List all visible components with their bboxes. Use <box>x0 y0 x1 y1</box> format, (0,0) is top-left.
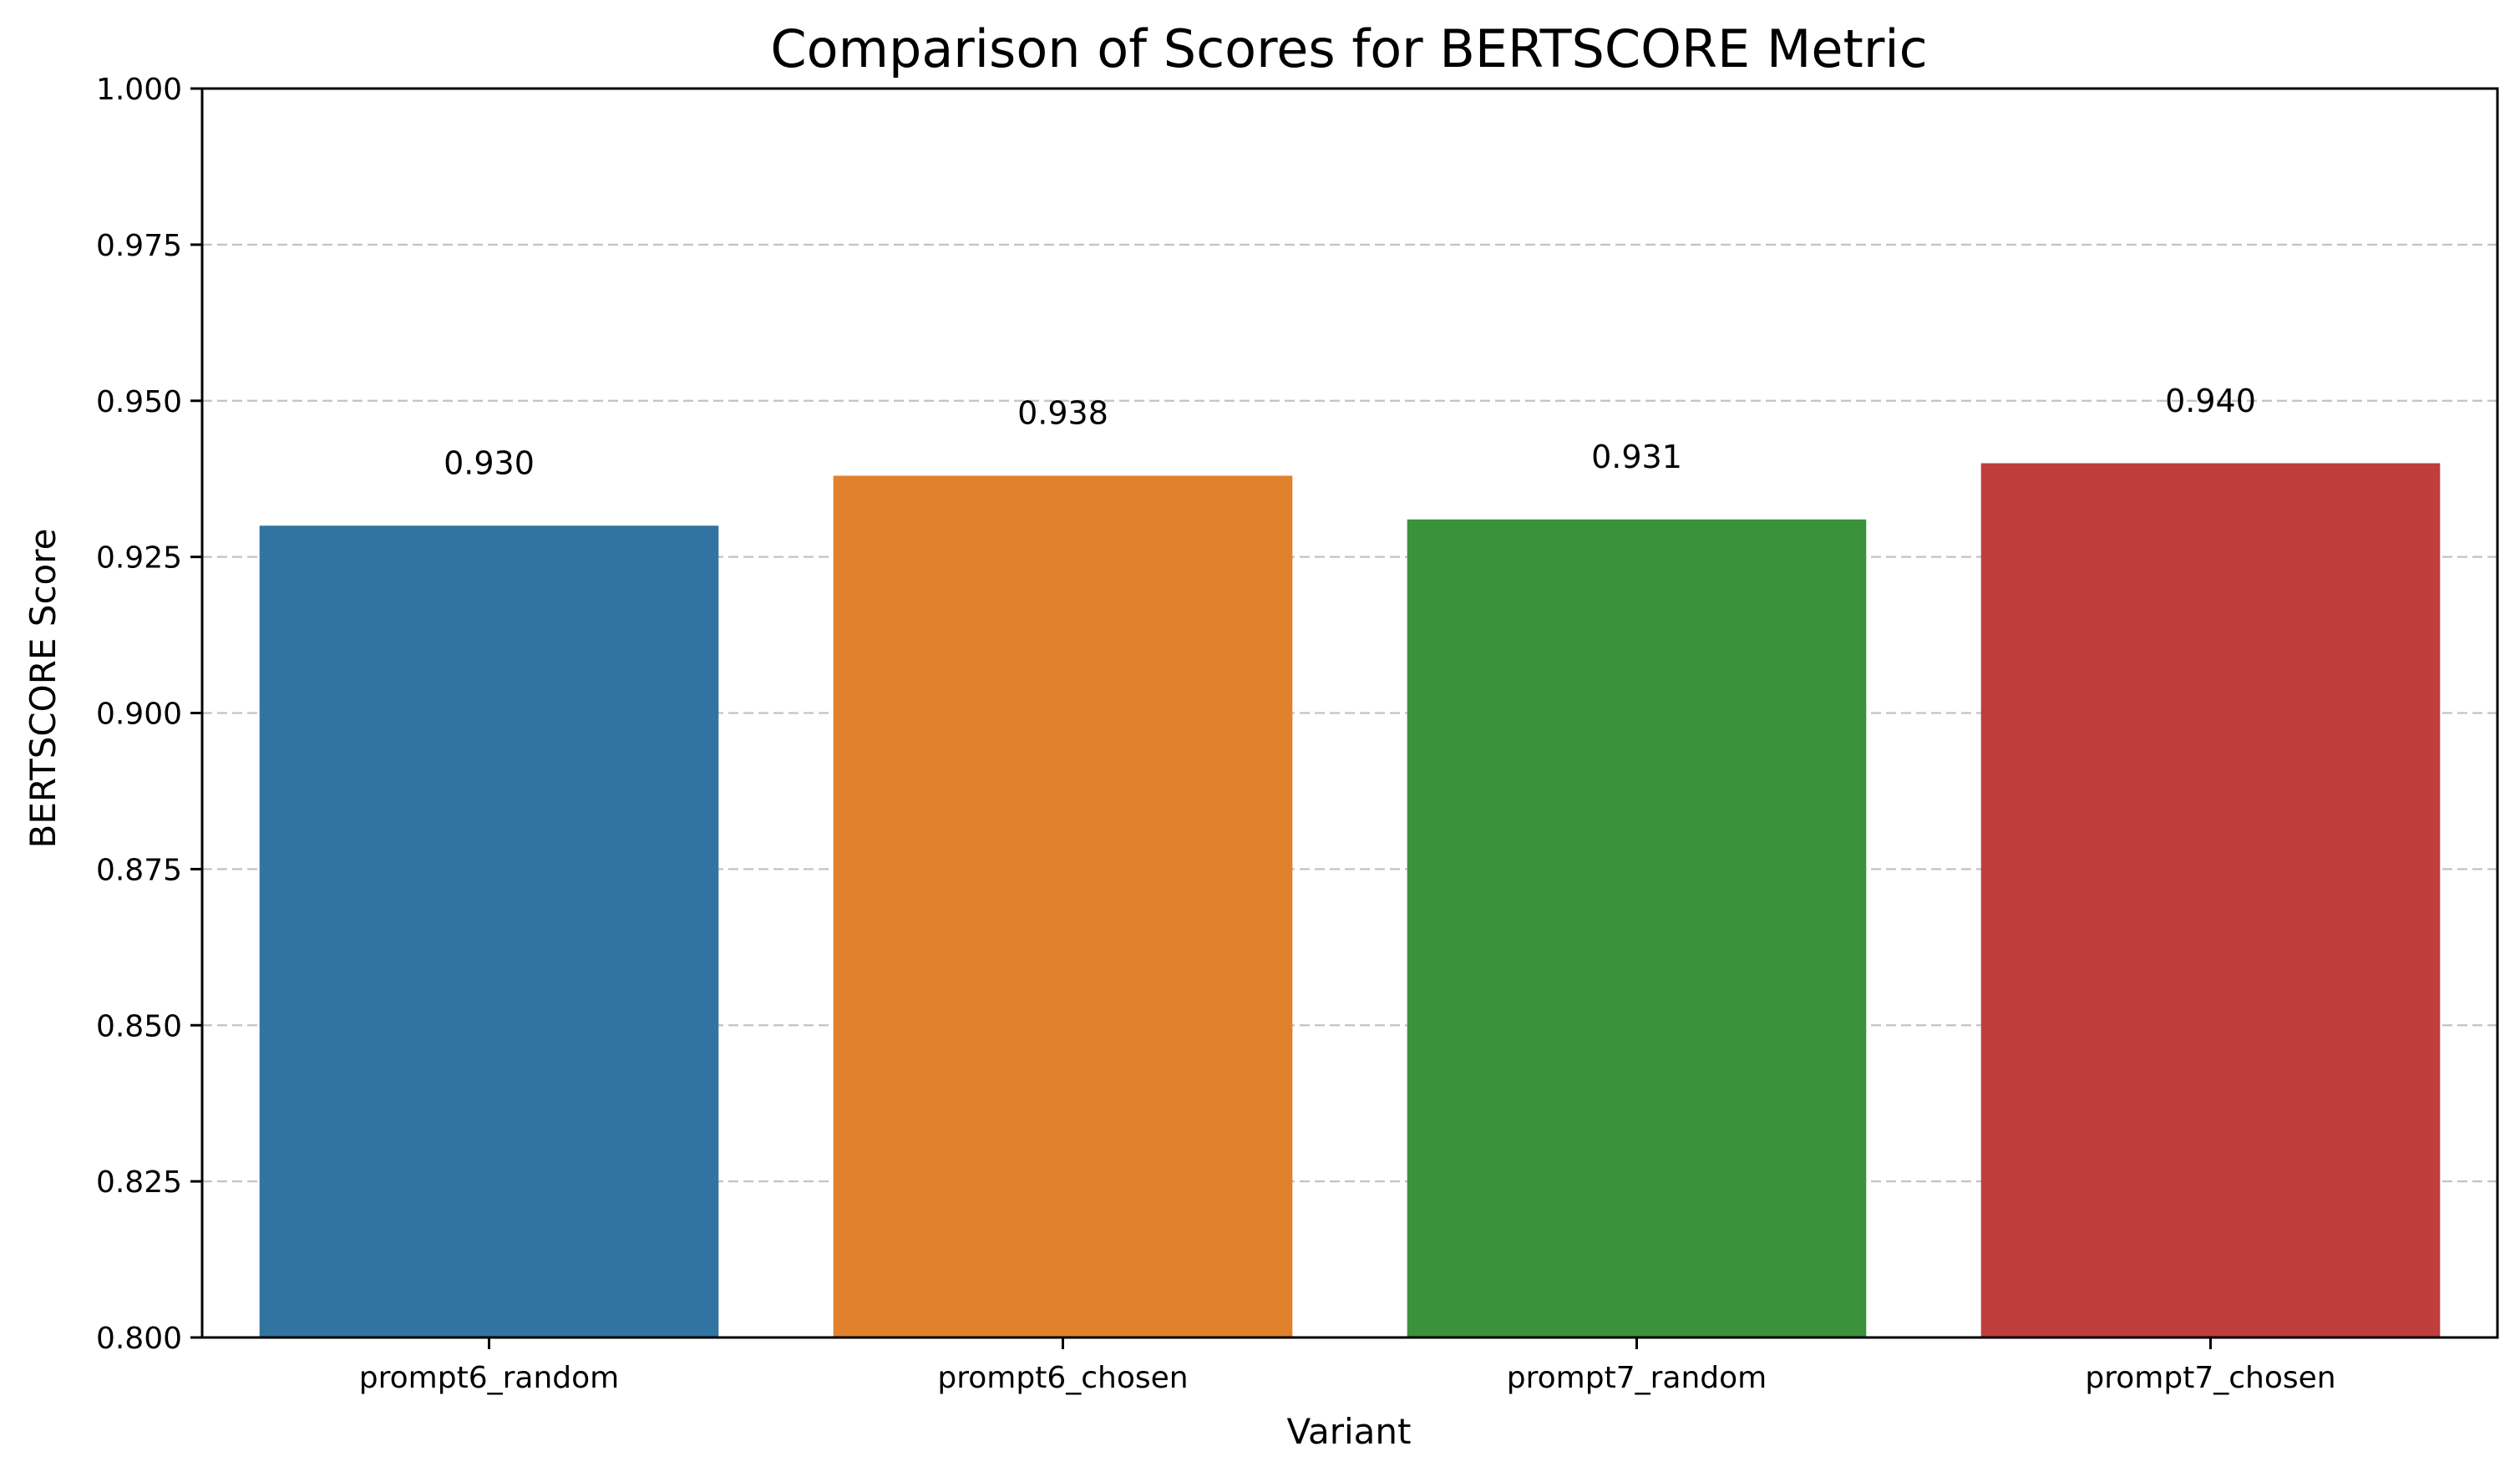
bar-value-label: 0.938 <box>1017 395 1108 432</box>
plot-frame <box>200 87 2499 1339</box>
bar-value-label: 0.930 <box>444 445 535 482</box>
bar-prompt6_chosen <box>833 475 1293 1338</box>
y-axis: 0.800 0.825 0.850 0.875 0.900 0.925 0.950 0.975… <box>96 73 202 1356</box>
x-tick-label: prompt6_chosen <box>937 1361 1188 1395</box>
bar-prompt7_chosen <box>1980 463 2441 1337</box>
x-tick-label: prompt6_random <box>359 1361 619 1395</box>
y-axis-title: BERTSCORE Score <box>23 529 63 849</box>
y-tick-label: 0.875 <box>96 853 182 887</box>
y-tick-label: 1.000 <box>96 73 182 107</box>
y-tick-label: 0.800 <box>96 1322 182 1356</box>
y-tick-label: 0.975 <box>96 229 182 263</box>
y-tick-label: 0.850 <box>96 1009 182 1043</box>
chart-title: Comparison of Scores for BERTSCORE Metri… <box>770 18 1927 79</box>
bar-prompt7_random <box>1407 519 1867 1337</box>
y-tick-label: 0.900 <box>96 698 182 732</box>
bar-value-labels: 0.930 0.938 0.931 0.940 <box>444 383 2256 482</box>
y-tick-label: 0.825 <box>96 1165 182 1200</box>
x-tick-label: prompt7_random <box>1507 1361 1767 1395</box>
y-tick-label: 0.950 <box>96 385 182 419</box>
y-tick-label: 0.925 <box>96 541 182 576</box>
bar-prompt6_random <box>259 525 719 1337</box>
bar-value-label: 0.931 <box>1591 439 1682 475</box>
x-axis: prompt6_random prompt6_chosen prompt7_rand… <box>359 1337 2336 1395</box>
x-axis-title: Variant <box>1287 1411 1412 1452</box>
x-tick-label: prompt7_chosen <box>2085 1361 2335 1395</box>
bars <box>259 463 2441 1338</box>
bar-value-label: 0.940 <box>2165 383 2256 419</box>
